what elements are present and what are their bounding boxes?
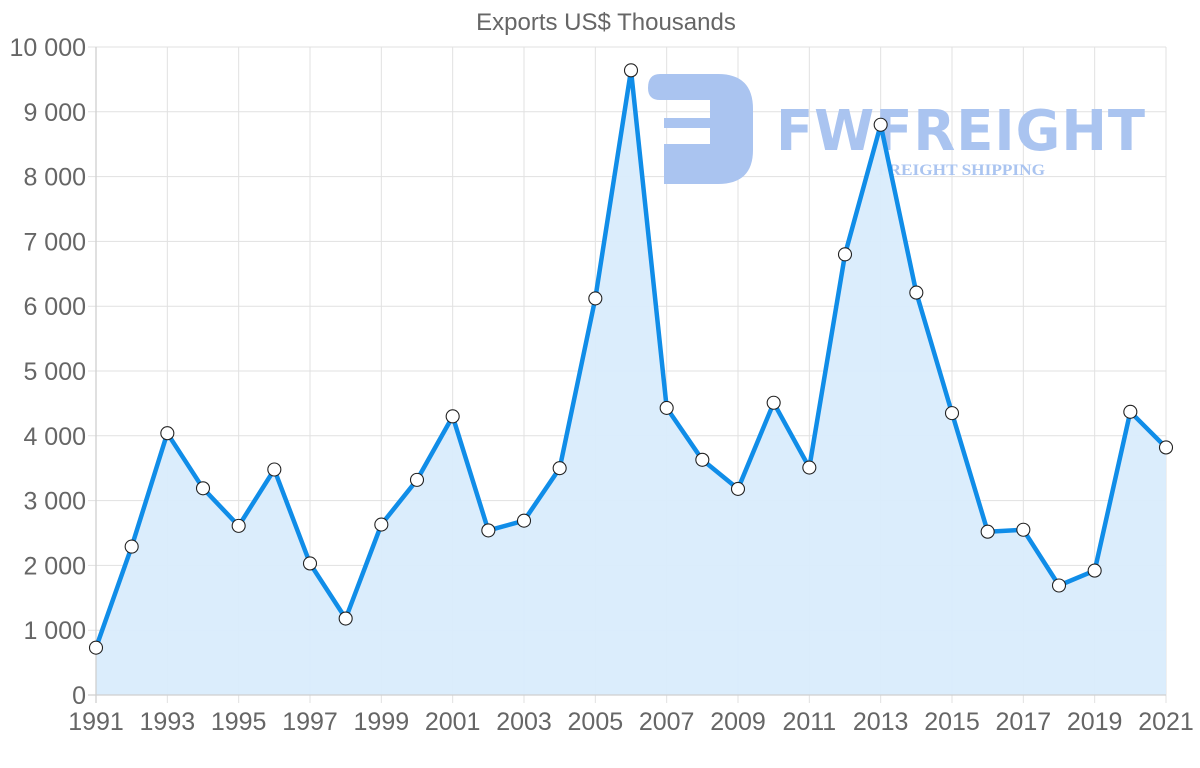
data-point[interactable]: 1992: 2290 bbox=[124, 539, 139, 554]
data-point[interactable]: 1997: 2030 bbox=[302, 556, 318, 571]
x-axis-labels: 1991 1993 1995 1997 1999 2001 2003 2005 2007 2009… bbox=[68, 708, 1194, 736]
x-tick-label: 2005 bbox=[568, 708, 624, 736]
data-point[interactable]: 1994: 3190 bbox=[195, 481, 211, 496]
data-point[interactable]: 2014: 6210 bbox=[909, 285, 924, 300]
data-point[interactable]: 2016: 2520 bbox=[980, 524, 995, 539]
y-tick-label: 1 000 bbox=[23, 617, 86, 645]
data-point[interactable]: 2017: 2550 bbox=[1016, 522, 1031, 537]
data-point[interactable]: 2006: 9640 bbox=[623, 63, 639, 78]
x-tick-label: 2009 bbox=[710, 708, 766, 736]
y-tick-label: 3 000 bbox=[23, 488, 86, 516]
data-point[interactable]: 2021: 3820 bbox=[1158, 440, 1174, 455]
y-tick-label: 7 000 bbox=[23, 228, 86, 256]
x-tick-label: 2015 bbox=[924, 708, 980, 736]
x-tick-label: 2017 bbox=[996, 708, 1052, 736]
x-tick-label: 2019 bbox=[1067, 708, 1123, 736]
x-tick-label: 2011 bbox=[782, 708, 836, 736]
chart-title: Exports US$ Thousands bbox=[476, 9, 736, 36]
x-tick-label: 2001 bbox=[425, 708, 481, 736]
data-point[interactable]: 1996: 3480 bbox=[267, 462, 282, 477]
x-tick-label: 1997 bbox=[282, 708, 338, 736]
y-axis-labels: 0 1 000 2 000 3 000 4 000 5 000 6 000 7 000 8 00… bbox=[10, 34, 86, 710]
data-point[interactable]: 1991: 730 bbox=[88, 640, 104, 655]
data-point[interactable]: 1999: 2630 bbox=[374, 517, 389, 532]
y-tick-label: 6 000 bbox=[23, 293, 86, 321]
data-points: 1991: 730 1992: 2290 1993: 4040 1994: 3190 1… bbox=[88, 63, 1174, 655]
data-point[interactable]: 2013: 8800 bbox=[873, 117, 888, 132]
area-fill bbox=[96, 70, 1166, 696]
watermark-brand: FWFREIGHT bbox=[776, 99, 1146, 164]
x-tick-label: 2007 bbox=[639, 708, 695, 736]
data-point[interactable]: 2002: 2540 bbox=[481, 523, 496, 538]
data-point[interactable]: 2003: 2690 bbox=[516, 513, 532, 528]
y-tick-label: 2 000 bbox=[23, 552, 86, 580]
data-point[interactable]: 2020: 4370 bbox=[1123, 404, 1138, 419]
x-tick-label: 1995 bbox=[211, 708, 267, 736]
watermark: FWFREIGHT FREIGHT SHIPPING bbox=[648, 74, 1146, 184]
data-point[interactable]: 1998: 1180 bbox=[338, 611, 353, 626]
data-point[interactable]: 2009: 3180 bbox=[730, 481, 746, 496]
data-point[interactable]: 2018: 1690 bbox=[1051, 578, 1067, 593]
series-area bbox=[96, 70, 1166, 696]
axes bbox=[88, 47, 1166, 703]
y-tick-label: 0 bbox=[72, 682, 86, 710]
y-tick-label: 8 000 bbox=[23, 164, 86, 192]
x-tick-label: 1991 bbox=[68, 708, 124, 736]
data-point[interactable]: 2015: 4350 bbox=[944, 406, 960, 421]
x-tick-label: 1993 bbox=[140, 708, 196, 736]
x-tick-label: 2013 bbox=[853, 708, 909, 736]
data-point[interactable]: 2001: 4300 bbox=[445, 409, 460, 424]
data-point[interactable]: 2012: 6800 bbox=[837, 247, 853, 262]
y-tick-label: 9 000 bbox=[23, 99, 86, 127]
data-point[interactable]: 2010: 4510 bbox=[766, 395, 781, 410]
y-tick-label: 5 000 bbox=[23, 358, 86, 386]
x-tick-label: 1999 bbox=[354, 708, 410, 736]
watermark-logo-icon bbox=[648, 74, 753, 184]
y-tick-label: 10 000 bbox=[10, 34, 86, 62]
watermark-tagline: FREIGHT SHIPPING bbox=[878, 162, 1046, 179]
x-tick-label: 2003 bbox=[496, 708, 552, 736]
data-point[interactable]: 2005: 6120 bbox=[588, 291, 603, 306]
data-point[interactable]: 2008: 3630 bbox=[695, 452, 710, 467]
y-tick-label: 4 000 bbox=[23, 423, 86, 451]
data-point[interactable]: 2004: 3500 bbox=[552, 461, 567, 476]
x-tick-label: 2021 bbox=[1138, 708, 1194, 736]
data-point[interactable]: 1995: 2610 bbox=[231, 518, 246, 533]
data-point[interactable]: 1993: 4040 bbox=[160, 426, 175, 441]
data-point[interactable]: 2011: 3510 bbox=[802, 460, 817, 475]
data-point[interactable]: 2007: 4430 bbox=[659, 400, 674, 415]
